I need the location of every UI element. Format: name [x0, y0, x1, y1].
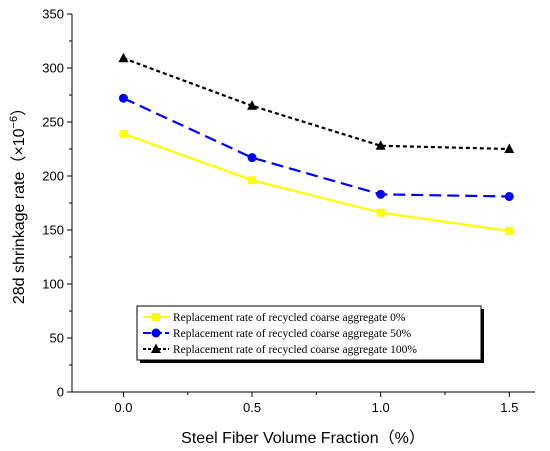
series-line	[123, 132, 510, 233]
y-tick-label: 50	[50, 331, 64, 346]
x-tick-label: 1.5	[500, 400, 518, 415]
data-point	[376, 208, 385, 217]
y-tick-label: 100	[42, 277, 64, 292]
y-tick-label: 0	[57, 385, 64, 400]
axes: 0 50 100 150 200 250 300 350 0.0 0.5 1.0 1.5	[42, 7, 535, 415]
y-tick-label: 150	[42, 223, 64, 238]
series-circle	[118, 93, 514, 202]
data-point	[118, 93, 128, 103]
x-tick-label: 0.5	[243, 400, 261, 415]
data-point	[247, 100, 258, 110]
legend-marker	[151, 328, 161, 338]
legend-box	[136, 305, 482, 361]
x-axis-title: Steel Fiber Volume Fraction（%）	[181, 429, 425, 447]
data-point	[118, 52, 129, 63]
legend-marker	[151, 343, 161, 353]
plot-area	[118, 52, 515, 236]
legend-marker	[152, 313, 160, 321]
series-line	[122, 97, 510, 198]
data-point	[375, 140, 386, 150]
legend-label: Replacement rate of recycled coarse aggr…	[173, 344, 417, 356]
data-point	[119, 129, 128, 138]
y-tick-label: 250	[42, 115, 64, 130]
data-point	[247, 153, 257, 163]
data-point	[505, 227, 514, 236]
legend-label: Replacement rate of recycled coarse aggr…	[173, 312, 406, 324]
y-tick-label: 350	[42, 7, 64, 22]
series-triangle	[118, 52, 515, 153]
data-point	[504, 143, 515, 153]
data-point	[248, 176, 257, 185]
x-tick-label: 1.0	[372, 400, 390, 415]
y-tick-label: 300	[42, 61, 64, 76]
data-point	[376, 189, 386, 199]
y-tick-label: 200	[42, 169, 64, 184]
x-tick-label: 0.0	[114, 400, 132, 415]
data-point	[504, 192, 514, 202]
series-square	[119, 129, 514, 236]
legend-label: Replacement rate of recycled coarse aggr…	[173, 328, 412, 340]
legend: Replacement rate of recycled coarse aggr…	[136, 305, 484, 363]
y-axis-title: 28d shrinkage rate（×10−6）	[8, 100, 28, 304]
series-line	[123, 57, 510, 151]
